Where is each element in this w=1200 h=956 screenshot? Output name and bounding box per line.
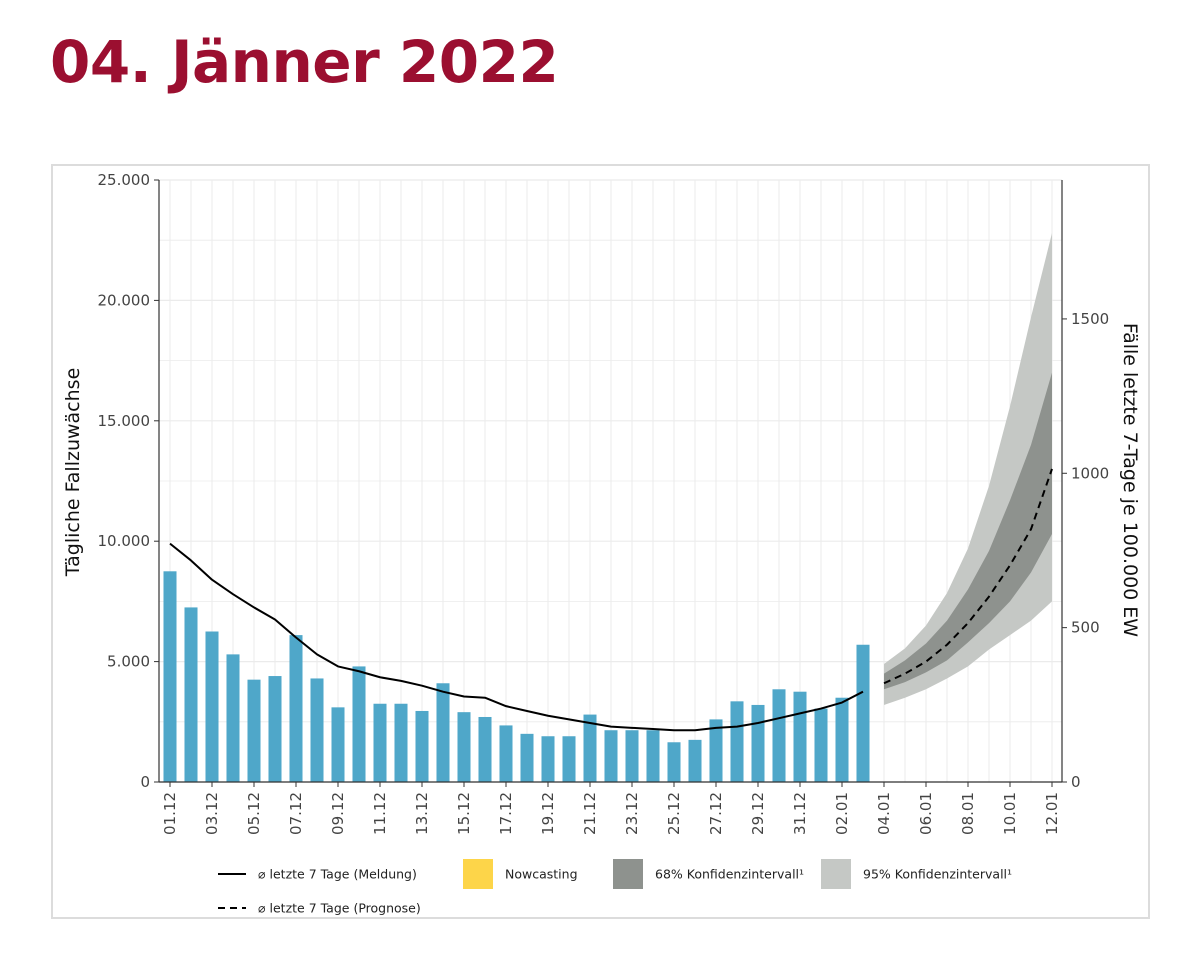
bar [205,631,219,782]
bars [163,571,870,782]
bar [373,703,387,782]
bar [352,666,366,782]
bar [583,714,597,782]
x-tick-label: 31.12 [791,792,809,835]
bar [247,679,261,782]
y-tick-label: 25.000 [98,171,151,189]
bar [268,676,282,782]
y-tick-label: 10.000 [98,532,151,550]
x-tick-label: 25.12 [665,792,683,835]
x-tick-label: 11.12 [371,792,389,835]
y-axis-title: Tägliche Fallzuwächse [62,368,84,578]
x-tick-label: 02.01 [833,792,851,835]
bar [730,701,744,782]
x-tick-label: 05.12 [245,792,263,835]
bar [793,691,807,782]
x-tick-label: 19.12 [539,792,557,835]
legend-swatch [613,859,643,889]
ci68-band [884,372,1052,690]
legend-label: ⌀ letzte 7 Tage (Meldung) [258,867,417,882]
legend-label: Nowcasting [505,867,578,882]
x-tick-label: 21.12 [581,792,599,835]
y-tick-label: 0 [140,773,150,791]
bar [394,703,408,782]
y2-tick-label: 1500 [1071,310,1109,328]
legend-label: ⌀ letzte 7 Tage (Prognose) [258,901,421,916]
y-tick-label: 5.000 [107,653,150,671]
axes [154,179,1067,787]
bar [163,571,177,782]
tick-labels: 0 5.000 10.000 15.000 20.000 25.000 0 500 1000 15… [98,171,1110,835]
bar [184,607,198,782]
bar [814,708,828,782]
bar [499,725,513,782]
x-tick-label: 27.12 [707,792,725,835]
legend-label: 95% Konfidenzintervall¹ [863,867,1012,882]
y-tick-label: 15.000 [98,412,151,430]
legend-item: 95% Konfidenzintervall¹ [821,859,1012,889]
bar [604,730,618,782]
x-tick-label: 07.12 [287,792,305,835]
y2-tick-label: 1000 [1071,464,1109,482]
bar [310,678,324,782]
bar [562,736,576,782]
x-tick-label: 08.01 [959,792,977,835]
x-tick-label: 04.01 [875,792,893,835]
bar [751,704,765,782]
bar [667,742,681,782]
chart-frame: 0 5.000 10.000 15.000 20.000 25.000 0 500 1000 15… [51,164,1150,919]
bar [709,719,723,782]
x-tick-label: 15.12 [455,792,473,835]
legend-item: Nowcasting [463,859,578,889]
bar [289,635,303,782]
y2-tick-label: 0 [1071,773,1081,791]
x-tick-label: 17.12 [497,792,515,835]
ci68-band-group [884,372,1052,690]
bar [688,739,702,782]
bar [856,644,870,782]
lines [169,468,1053,732]
legend-item: ⌀ letzte 7 Tage (Prognose) [218,901,421,916]
x-tick-label: 29.12 [749,792,767,835]
x-tick-label: 23.12 [623,792,641,835]
cases-chart: 0 5.000 10.000 15.000 20.000 25.000 0 500 1000 15… [62,171,1141,916]
bar [835,697,849,782]
y2-axis-title: Fälle letzte 7-Tage je 100.000 EW [1119,323,1141,637]
bar [541,736,555,782]
bar [520,733,534,782]
x-tick-label: 06.01 [917,792,935,835]
bar [415,710,429,782]
grid [159,179,1062,783]
legend-swatch [463,859,493,889]
bar [226,654,240,782]
x-tick-label: 13.12 [413,792,431,835]
page-title: 04. Jänner 2022 [50,28,559,96]
x-tick-label: 09.12 [329,792,347,835]
x-tick-label: 12.01 [1043,792,1061,835]
legend-swatch [821,859,851,889]
bar [436,683,450,782]
bar [331,707,345,782]
bar [646,730,660,782]
legend-label: 68% Konfidenzintervall¹ [655,867,804,882]
line-series-meldung [169,542,864,732]
bar [625,730,639,782]
legend-item: 68% Konfidenzintervall¹ [613,859,804,889]
x-tick-label: 01.12 [161,792,179,835]
y-tick-label: 20.000 [98,291,151,309]
x-tick-label: 10.01 [1001,792,1019,835]
x-tick-label: 03.12 [203,792,221,835]
bar [772,689,786,782]
legend-item: ⌀ letzte 7 Tage (Meldung) [218,867,417,882]
bar [457,712,471,782]
y2-tick-label: 500 [1071,619,1100,637]
legend: ⌀ letzte 7 Tage (Meldung) Nowcasting 68% K… [218,859,1012,916]
bar [478,716,492,782]
